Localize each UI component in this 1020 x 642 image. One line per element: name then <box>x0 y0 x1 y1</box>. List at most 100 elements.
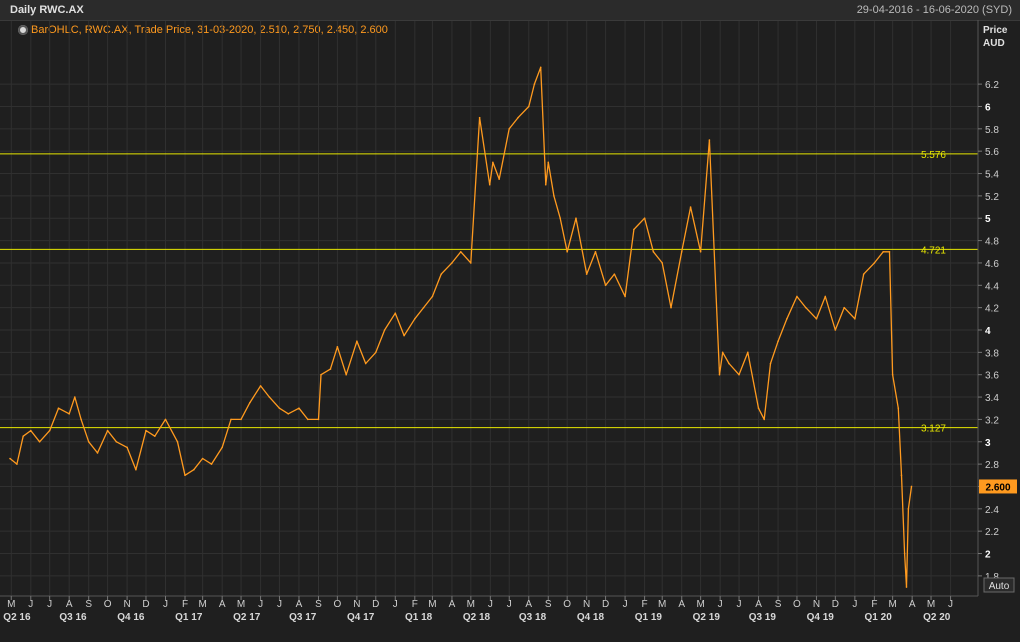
price-point <box>854 318 856 320</box>
month-label: A <box>296 599 303 610</box>
month-label: J <box>163 599 168 610</box>
price-point <box>585 273 588 275</box>
auto-scale-button[interactable]: Auto <box>983 577 1015 593</box>
y-axis[interactable]: Price AUD 1.822.22.42.62.833.23.43.63.84… <box>977 20 1008 596</box>
pin-icon[interactable] <box>18 25 28 35</box>
price-point <box>763 418 766 421</box>
price-point <box>834 329 837 331</box>
quarter-label: Q4 17 <box>347 612 375 623</box>
price-point <box>38 440 41 443</box>
quarter-label: Q1 17 <box>175 612 203 623</box>
price-point <box>796 295 798 298</box>
y-tick-label: 3.2 <box>985 415 999 426</box>
price-point <box>643 217 646 220</box>
y-tick-label: 3.6 <box>985 371 999 382</box>
month-label: O <box>104 599 112 610</box>
price-point <box>891 373 894 376</box>
date-range: 29-04-2016 - 16-06-2020 (SYD) <box>856 4 1012 16</box>
quarter-label: Q3 18 <box>519 612 547 623</box>
quarter-label: Q1 18 <box>405 612 433 623</box>
price-point <box>356 340 358 342</box>
price-point <box>815 318 818 320</box>
horizontal-lines[interactable]: 5.576 4.721 3.127 <box>0 150 978 435</box>
price-point <box>221 446 223 449</box>
price-point <box>184 474 186 477</box>
month-label: F <box>412 599 418 610</box>
quarter-label: Q4 16 <box>117 612 145 623</box>
price-point <box>451 262 453 264</box>
price-point <box>278 407 281 410</box>
auto-button-frame[interactable] <box>983 577 1015 593</box>
price-point <box>498 178 500 180</box>
price-point <box>87 440 90 443</box>
price-point <box>670 306 672 309</box>
month-label: J <box>507 599 512 610</box>
month-label: J <box>623 599 628 610</box>
y-tick-label: 4 <box>985 326 991 337</box>
month-label: O <box>793 599 801 610</box>
month-label: A <box>66 599 73 610</box>
price-point <box>777 340 779 342</box>
price-point <box>431 295 434 298</box>
last-price-tag-label: 2.600 <box>985 482 1010 493</box>
quarter-label: Q2 18 <box>463 612 491 623</box>
price-series <box>9 66 913 588</box>
price-point <box>905 586 908 588</box>
quarter-label: Q1 19 <box>635 612 663 623</box>
month-label: O <box>563 599 571 610</box>
price-point <box>728 362 730 365</box>
price-point <box>613 273 616 275</box>
price-point <box>106 429 109 432</box>
auto-button-label[interactable]: Auto <box>989 581 1010 592</box>
month-label: J <box>737 599 742 610</box>
month-label: F <box>182 599 188 610</box>
price-point <box>488 183 491 186</box>
price-point <box>306 418 309 421</box>
price-point <box>135 468 137 471</box>
price-point <box>680 250 683 253</box>
price-point <box>888 250 891 253</box>
price-point <box>566 250 568 253</box>
price-point <box>470 262 472 264</box>
y-tick-label: 1.8 <box>985 572 999 583</box>
last-price-tag: 2.600 <box>979 479 1017 494</box>
y-tick-label: 3.8 <box>985 348 999 359</box>
price-point <box>298 407 300 410</box>
month-label: D <box>372 599 379 610</box>
quarter-label: Q2 20 <box>923 612 951 623</box>
price-point <box>661 262 664 264</box>
grid <box>0 21 978 596</box>
chart-title-bar: Daily RWC.AX 29-04-2016 - 16-06-2020 (SY… <box>0 0 1020 21</box>
price-point <box>738 373 740 376</box>
price-point <box>907 508 910 510</box>
y-tick-label: 2.8 <box>985 460 999 471</box>
price-point <box>240 418 242 421</box>
y-tick-label: 5.2 <box>985 192 999 203</box>
price-point <box>873 262 876 264</box>
price-point <box>559 217 562 220</box>
month-label: O <box>333 599 341 610</box>
month-label: A <box>909 599 916 610</box>
month-label: S <box>775 599 782 610</box>
price-point <box>718 373 721 376</box>
price-point <box>708 139 711 141</box>
price-point <box>164 418 167 421</box>
price-point <box>403 334 405 337</box>
price-point <box>533 83 536 85</box>
month-label: M <box>696 599 704 610</box>
price-point <box>652 250 655 253</box>
y-tick-label: 3.4 <box>985 393 999 404</box>
y-tick-label: 4.2 <box>985 304 999 315</box>
price-point <box>29 429 32 432</box>
price-point <box>259 385 262 387</box>
month-label: A <box>449 599 456 610</box>
price-point <box>459 250 462 253</box>
price-point <box>394 312 397 315</box>
price-point <box>508 128 511 130</box>
price-point <box>804 306 807 309</box>
price-point <box>287 413 290 415</box>
horizontal-line-label: 3.127 <box>921 424 946 435</box>
chart-title: Daily RWC.AX <box>10 4 84 16</box>
